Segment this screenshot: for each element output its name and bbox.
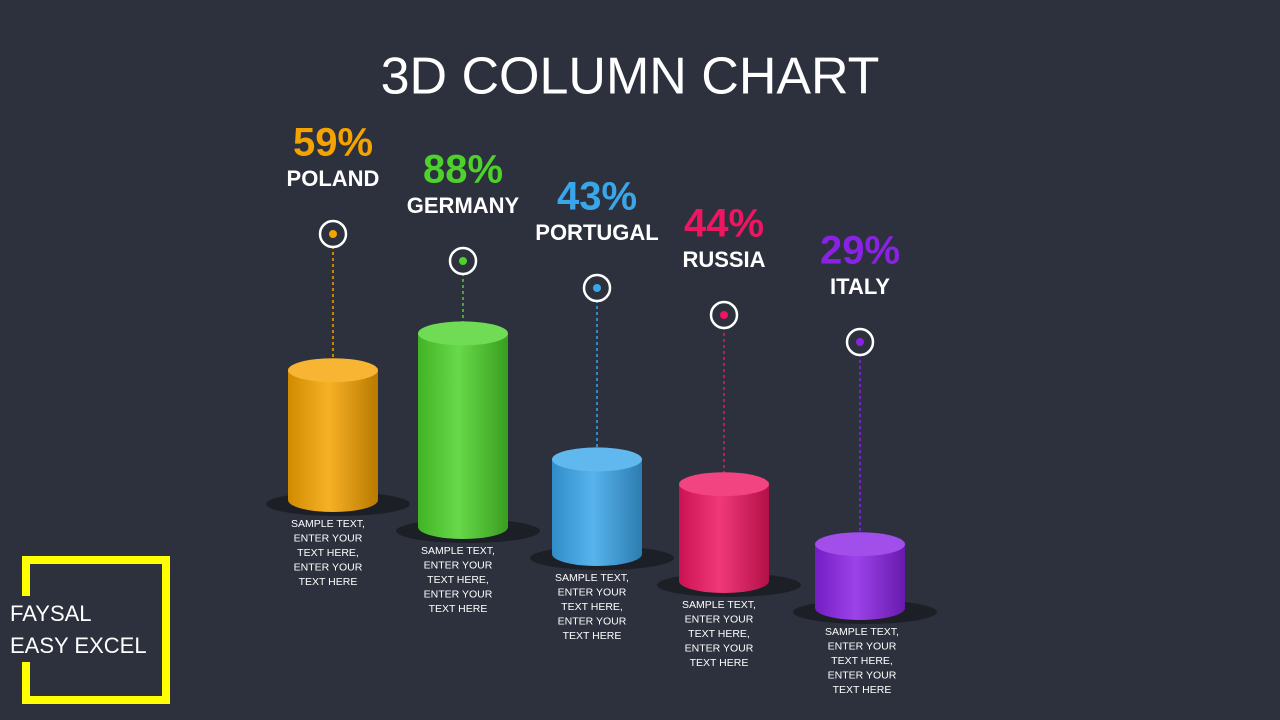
note-text: SAMPLE TEXT, xyxy=(291,518,365,530)
category-label: ITALY xyxy=(830,274,890,299)
value-label: 43% xyxy=(557,175,637,219)
marker-ring xyxy=(845,327,875,357)
marker-ring xyxy=(709,300,739,330)
note-text: TEXT HERE, xyxy=(427,574,489,586)
note-text: TEXT HERE xyxy=(690,657,749,669)
marker-dot xyxy=(856,338,864,346)
category-label: RUSSIA xyxy=(682,247,765,272)
note-text: ENTER YOUR xyxy=(558,586,627,598)
marker-dot xyxy=(459,257,467,265)
note-text: TEXT HERE, xyxy=(561,601,623,613)
note-text: SAMPLE TEXT, xyxy=(825,626,899,638)
bar-top xyxy=(679,472,769,497)
note-text: SAMPLE TEXT, xyxy=(682,599,756,611)
value-label: 88% xyxy=(423,148,503,192)
bar-base xyxy=(815,596,905,620)
note-text: SAMPLE TEXT, xyxy=(421,545,495,557)
note-text: ENTER YOUR xyxy=(424,559,493,571)
marker-ring xyxy=(318,219,348,249)
note-text: ENTER YOUR xyxy=(828,669,897,681)
value-label: 59% xyxy=(293,121,373,165)
note-text: ENTER YOUR xyxy=(828,640,897,652)
bar-base xyxy=(552,542,642,566)
bar-top xyxy=(552,447,642,472)
bar-base xyxy=(418,515,508,539)
note-text: ENTER YOUR xyxy=(558,615,627,627)
note-text: TEXT HERE xyxy=(299,576,358,588)
brand-backdrop xyxy=(0,596,60,662)
note-text: TEXT HERE, xyxy=(831,655,893,667)
marker-dot xyxy=(720,311,728,319)
note-text: ENTER YOUR xyxy=(424,588,493,600)
bar-base xyxy=(679,569,769,593)
category-label: GERMANY xyxy=(407,193,520,218)
value-label: 29% xyxy=(820,229,900,273)
bar-top xyxy=(288,358,378,383)
note-text: ENTER YOUR xyxy=(685,642,754,654)
note-text: TEXT HERE xyxy=(563,630,622,642)
bar-base xyxy=(288,488,378,512)
category-label: POLAND xyxy=(287,166,380,191)
note-text: TEXT HERE xyxy=(429,603,488,615)
brand-text: FAYSAL xyxy=(10,601,92,626)
bar xyxy=(552,459,642,554)
note-text: TEXT HERE, xyxy=(688,628,750,640)
note-text: TEXT HERE, xyxy=(297,547,359,559)
note-text: ENTER YOUR xyxy=(294,532,363,544)
bar xyxy=(679,484,769,581)
category-label: PORTUGAL xyxy=(535,220,658,245)
chart-title: 3D COLUMN CHART xyxy=(381,48,880,106)
brand-text: EASY EXCEL xyxy=(10,633,147,658)
note-text: ENTER YOUR xyxy=(685,613,754,625)
marker-ring xyxy=(448,246,478,276)
note-text: ENTER YOUR xyxy=(294,561,363,573)
bar xyxy=(418,333,508,527)
marker-dot xyxy=(593,284,601,292)
bar xyxy=(288,370,378,500)
marker-ring xyxy=(582,273,612,303)
note-text: TEXT HERE xyxy=(833,684,892,696)
marker-dot xyxy=(329,230,337,238)
bar-top xyxy=(418,321,508,346)
note-text: SAMPLE TEXT, xyxy=(555,572,629,584)
bar-top xyxy=(815,532,905,557)
value-label: 44% xyxy=(684,202,764,246)
